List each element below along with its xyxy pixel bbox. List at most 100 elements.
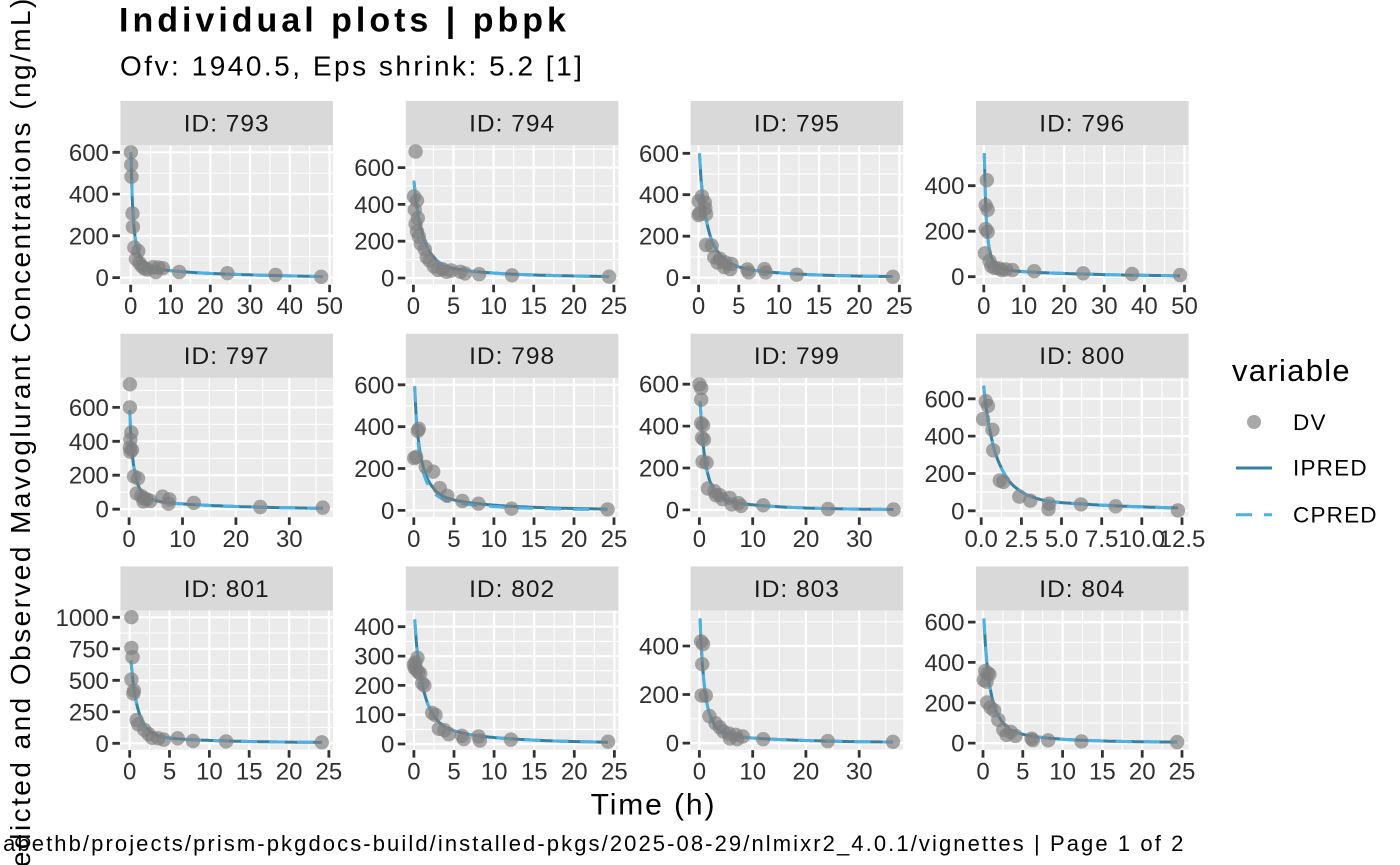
svg-text:ID: 796: ID: 796 [1039, 111, 1125, 138]
svg-text:abethb/projects/prism-pkgdocs-: abethb/projects/prism-pkgdocs-build/inst… [3, 831, 1185, 856]
svg-text:10: 10 [481, 759, 508, 786]
svg-text:400: 400 [924, 424, 964, 451]
svg-text:0: 0 [951, 264, 964, 291]
svg-text:20: 20 [846, 293, 873, 320]
svg-text:20: 20 [1129, 759, 1156, 786]
svg-text:25: 25 [316, 759, 343, 786]
svg-text:20: 20 [1051, 293, 1078, 320]
svg-text:50: 50 [316, 293, 343, 320]
svg-text:30: 30 [237, 293, 264, 320]
svg-text:0: 0 [123, 759, 136, 786]
svg-text:15: 15 [521, 759, 548, 786]
svg-text:50: 50 [1171, 293, 1198, 320]
svg-text:400: 400 [924, 650, 964, 677]
svg-text:15: 15 [1089, 759, 1116, 786]
svg-text:200: 200 [639, 456, 679, 483]
svg-text:0: 0 [666, 265, 679, 292]
svg-text:600: 600 [639, 372, 679, 399]
svg-text:0: 0 [976, 759, 989, 786]
svg-text:400: 400 [354, 192, 394, 219]
svg-text:15: 15 [806, 293, 833, 320]
svg-text:0: 0 [951, 498, 964, 525]
svg-text:5: 5 [163, 759, 176, 786]
svg-text:10: 10 [196, 759, 223, 786]
svg-text:10.0: 10.0 [1118, 526, 1165, 553]
svg-text:CPRED: CPRED [1293, 503, 1378, 528]
svg-text:400: 400 [924, 173, 964, 200]
svg-text:10: 10 [766, 293, 793, 320]
svg-text:20: 20 [223, 526, 250, 553]
svg-text:12.5: 12.5 [1159, 526, 1206, 553]
svg-text:200: 200 [354, 456, 394, 483]
svg-text:200: 200 [69, 463, 109, 490]
svg-text:DV: DV [1293, 410, 1327, 435]
svg-text:5.0: 5.0 [1045, 526, 1078, 553]
svg-text:600: 600 [354, 372, 394, 399]
svg-text:200: 200 [924, 461, 964, 488]
svg-text:400: 400 [69, 429, 109, 456]
svg-text:10: 10 [157, 293, 184, 320]
svg-text:200: 200 [69, 223, 109, 250]
svg-text:40: 40 [276, 293, 303, 320]
svg-text:variable: variable [1232, 353, 1351, 388]
svg-text:30: 30 [846, 526, 873, 553]
svg-text:ID: 804: ID: 804 [1039, 576, 1125, 603]
svg-text:25: 25 [1169, 759, 1196, 786]
svg-text:10: 10 [739, 759, 766, 786]
svg-text:200: 200 [924, 690, 964, 717]
svg-text:0: 0 [96, 497, 109, 524]
svg-text:ID: 801: ID: 801 [184, 576, 270, 603]
svg-text:20: 20 [793, 759, 820, 786]
svg-text:ID: 794: ID: 794 [469, 111, 555, 138]
svg-text:0: 0 [666, 497, 679, 524]
svg-text:0: 0 [122, 526, 135, 553]
svg-text:0: 0 [124, 293, 137, 320]
svg-text:20: 20 [560, 293, 587, 320]
svg-text:7.5: 7.5 [1085, 526, 1118, 553]
svg-text:0: 0 [692, 293, 705, 320]
svg-text:Time (h): Time (h) [591, 789, 717, 822]
svg-text:200: 200 [354, 673, 394, 700]
svg-text:400: 400 [639, 182, 679, 209]
svg-text:ID: 798: ID: 798 [469, 343, 555, 370]
svg-text:200: 200 [354, 229, 394, 256]
svg-text:ID: 802: ID: 802 [469, 576, 555, 603]
svg-text:0: 0 [381, 732, 394, 759]
svg-text:5: 5 [447, 526, 460, 553]
svg-text:500: 500 [69, 668, 109, 695]
svg-text:5: 5 [447, 759, 460, 786]
svg-text:0: 0 [693, 526, 706, 553]
svg-text:400: 400 [69, 182, 109, 209]
svg-text:20: 20 [561, 759, 588, 786]
svg-text:10: 10 [1011, 293, 1038, 320]
svg-text:0: 0 [407, 293, 420, 320]
svg-text:ID: 799: ID: 799 [754, 343, 840, 370]
svg-text:40: 40 [1131, 293, 1158, 320]
svg-text:0: 0 [951, 731, 964, 758]
svg-text:2.5: 2.5 [1005, 526, 1038, 553]
svg-text:750: 750 [69, 636, 109, 663]
svg-text:0: 0 [666, 731, 679, 758]
svg-text:100: 100 [354, 702, 394, 729]
svg-text:25: 25 [601, 759, 628, 786]
svg-text:ID: 803: ID: 803 [754, 576, 840, 603]
svg-text:0: 0 [693, 759, 706, 786]
svg-text:200: 200 [639, 224, 679, 251]
svg-text:0: 0 [407, 759, 420, 786]
svg-text:600: 600 [639, 141, 679, 168]
svg-text:200: 200 [924, 219, 964, 246]
svg-text:250: 250 [69, 699, 109, 726]
svg-text:10: 10 [169, 526, 196, 553]
svg-text:400: 400 [639, 634, 679, 661]
svg-text:15: 15 [520, 293, 547, 320]
svg-text:600: 600 [354, 155, 394, 182]
svg-text:10: 10 [1049, 759, 1076, 786]
svg-text:Predicted and Observed Mavoglu: Predicted and Observed Mavoglurant Conce… [5, 0, 36, 865]
svg-text:15: 15 [521, 526, 548, 553]
svg-text:Ofv: 1940.5, Eps shrink: 5.2 [: Ofv: 1940.5, Eps shrink: 5.2 [1] [120, 51, 584, 82]
svg-text:5: 5 [447, 293, 460, 320]
svg-text:0: 0 [96, 731, 109, 758]
svg-text:ID: 800: ID: 800 [1039, 343, 1125, 370]
svg-text:30: 30 [276, 526, 303, 553]
svg-text:300: 300 [354, 644, 394, 671]
